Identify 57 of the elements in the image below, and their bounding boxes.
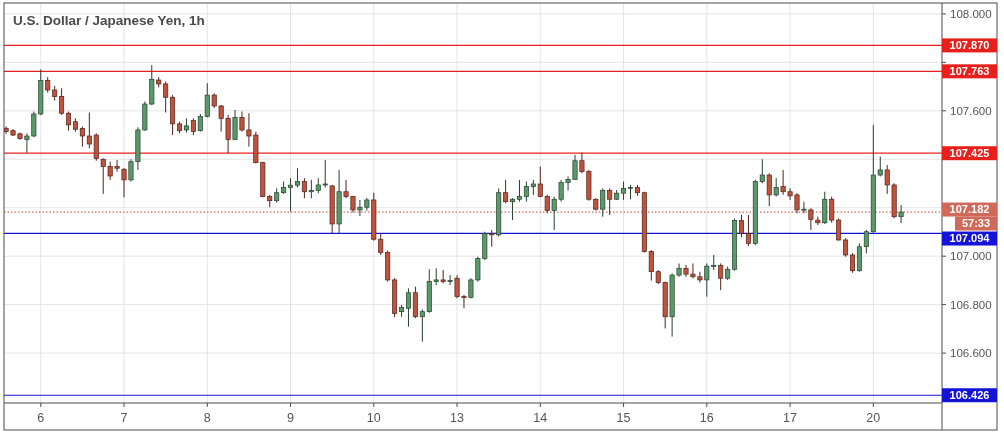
candlestick: [121, 167, 127, 198]
x-tick-label: 9: [287, 411, 295, 425]
candlestick: [405, 287, 411, 328]
candlestick: [294, 167, 300, 188]
candlestick: [829, 196, 835, 224]
candlestick: [863, 229, 869, 254]
x-tick-label: 13: [450, 411, 465, 425]
candlestick: [510, 197, 516, 221]
candlestick: [503, 179, 509, 204]
candlestick: [856, 242, 862, 273]
x-tick-label: 15: [616, 411, 631, 425]
candlestick: [412, 286, 418, 319]
candlestick: [843, 237, 849, 258]
ref-line-label: 107.425: [949, 147, 990, 160]
candlestick: [745, 214, 751, 247]
candlestick: [621, 181, 627, 201]
y-tick-label: 107.600: [950, 104, 992, 117]
candlestick: [607, 187, 613, 216]
candlestick: [773, 177, 779, 198]
candlestick: [301, 177, 307, 199]
candlestick: [850, 252, 855, 274]
candlestick: [288, 177, 294, 213]
ref-line-label: 107.870: [949, 39, 990, 52]
text: U.S. Dollar / Japanese Yen, 1h: [13, 13, 205, 28]
candlestick: [523, 181, 529, 203]
candlestick: [66, 111, 72, 132]
ref-line-label: 106.426: [949, 389, 990, 402]
ref-line-label: 107.094: [949, 232, 991, 245]
candlestick: [447, 274, 453, 286]
candlestick: [718, 262, 724, 291]
candlestick: [516, 179, 522, 203]
candlestick: [79, 126, 85, 148]
x-tick-label: 14: [533, 411, 548, 425]
x-tick-label: 20: [866, 411, 881, 425]
candlestick: [600, 187, 606, 218]
x-tick-label: 6: [37, 411, 45, 425]
candlestick: [801, 201, 807, 214]
candlestick: [759, 158, 765, 184]
x-tick-label: 8: [203, 411, 211, 425]
candlestick: [59, 87, 65, 116]
y-tick-label: 106.800: [950, 298, 992, 311]
x-tick-label: 10: [366, 411, 381, 425]
candlestick: [232, 109, 238, 141]
y-tick-label: 108.000: [950, 7, 992, 20]
candlestick: [766, 172, 772, 207]
candlestick: [836, 217, 842, 242]
y-tick-label: 107.000: [950, 250, 992, 263]
y-tick-label: 106.600: [950, 347, 992, 360]
x-tick-label: 17: [783, 411, 798, 425]
x-tick-label: 16: [699, 411, 714, 425]
x-tick-label: 7: [120, 411, 128, 425]
candlestick: [822, 191, 828, 225]
candlestick: [739, 214, 744, 238]
candlestick: [898, 204, 904, 224]
ref-line-label: 107.763: [949, 65, 990, 78]
text: 57:33: [961, 217, 991, 230]
ref-line-label: 107.182: [949, 203, 990, 216]
